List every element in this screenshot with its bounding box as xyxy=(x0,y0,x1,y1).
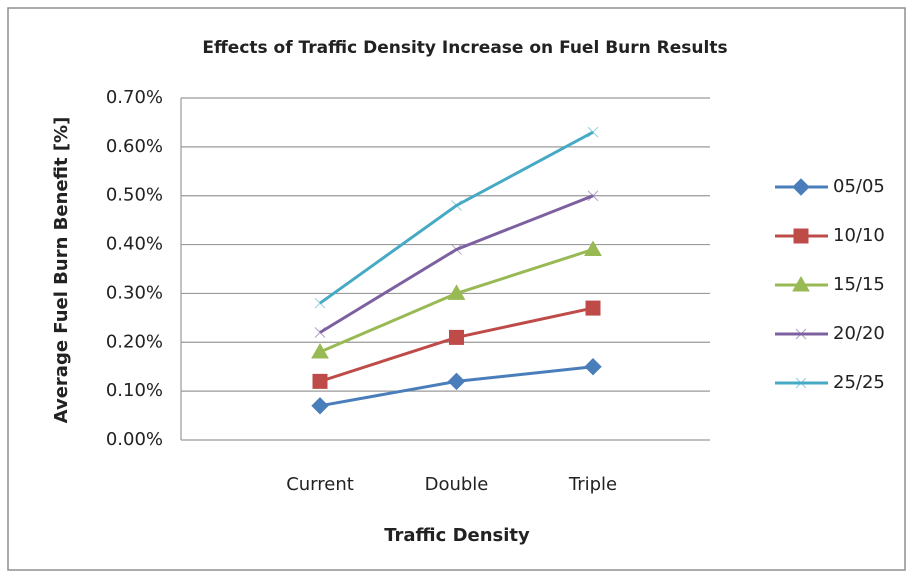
point-marker xyxy=(587,190,599,202)
legend-marker xyxy=(795,328,807,340)
point-marker xyxy=(312,373,328,389)
legend-marker xyxy=(793,228,809,244)
legend-label: 05/05 xyxy=(833,176,885,197)
y-axis-title: Average Fuel Burn Benefit [%] xyxy=(51,117,72,424)
point-marker xyxy=(311,343,329,359)
point-marker xyxy=(451,200,462,211)
point-marker xyxy=(584,358,602,376)
y-tick-label: 0.40% xyxy=(106,234,163,255)
point-marker xyxy=(311,397,329,415)
point-marker xyxy=(585,300,601,316)
point-marker xyxy=(449,329,464,345)
x-tick-label: Double xyxy=(425,474,489,495)
y-tick-label: 0.60% xyxy=(106,136,163,157)
y-tick-label: 0.50% xyxy=(106,185,163,206)
legend-label: 20/20 xyxy=(833,323,885,344)
point-marker xyxy=(314,327,326,338)
legend-label: 25/25 xyxy=(833,372,885,393)
point-marker xyxy=(447,372,466,391)
point-marker xyxy=(447,284,466,300)
x-tick-label: Current xyxy=(286,474,354,495)
y-tick-label: 0.20% xyxy=(106,331,163,352)
point-marker xyxy=(584,240,602,256)
x-tick-label: Triple xyxy=(568,474,617,495)
y-tick-label: 0.30% xyxy=(106,282,163,303)
legend-marker xyxy=(792,178,810,196)
legend-label: 10/10 xyxy=(833,225,885,246)
point-marker xyxy=(587,126,599,138)
y-tick-label: 0.70% xyxy=(106,87,163,108)
x-axis-title: Traffic Density xyxy=(384,525,530,546)
point-marker xyxy=(314,297,326,309)
legend-marker xyxy=(792,275,810,292)
legend-marker xyxy=(795,377,807,389)
point-marker xyxy=(451,244,462,255)
y-tick-label: 0.00% xyxy=(106,429,163,450)
legend-label: 15/15 xyxy=(833,274,885,295)
y-tick-label: 0.10% xyxy=(106,380,163,401)
chart-title: Effects of Traffic Density Increase on F… xyxy=(202,38,727,58)
